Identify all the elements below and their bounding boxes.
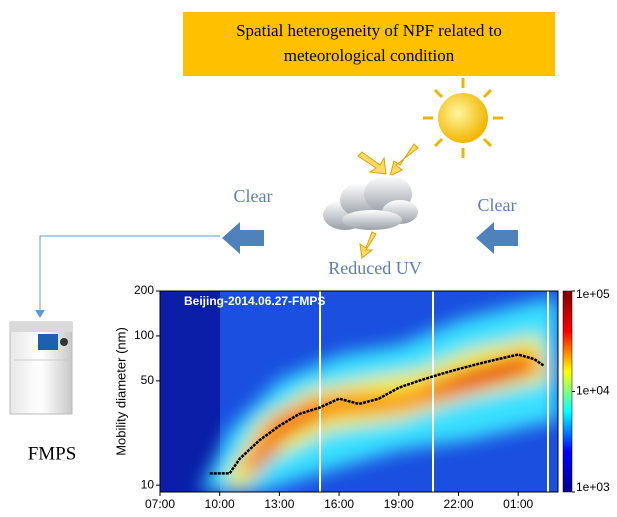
heatmap xyxy=(160,291,558,492)
colorbar-tick-label: 1e+03 xyxy=(576,480,610,494)
x-tick-label: 22:00 xyxy=(443,497,473,511)
colorbar xyxy=(562,290,573,493)
plot-frame xyxy=(159,290,559,493)
y-tick-label: 100 xyxy=(134,328,154,342)
x-tick-label: 07:00 xyxy=(145,497,175,511)
x-tick-label: 10:00 xyxy=(205,497,235,511)
x-tick-label: 19:00 xyxy=(384,497,414,511)
x-tick-label: 01:00 xyxy=(503,497,533,511)
y-tick-label: 200 xyxy=(134,283,154,297)
clear-label: Clear xyxy=(478,195,517,215)
arrow-left xyxy=(222,222,264,254)
clear-label: Clear xyxy=(234,186,273,206)
connector-head xyxy=(35,310,45,318)
arrow-left xyxy=(476,222,518,254)
chart-title: Beijing-2014.06.27-FMPS xyxy=(184,294,325,308)
title-line: meteorological condition xyxy=(284,46,455,65)
instrument-label: FMPS xyxy=(28,443,77,464)
x-tick-label: 13:00 xyxy=(264,497,294,511)
uv-arrows xyxy=(357,143,419,259)
x-tick-label: 16:00 xyxy=(324,497,354,511)
title-line: Spatial heterogeneity of NPF related to xyxy=(236,21,502,40)
y-tick-label: 10 xyxy=(141,477,155,491)
mode-diameter-line xyxy=(209,353,545,475)
title-box xyxy=(183,12,555,76)
sun-icon xyxy=(423,78,503,158)
y-axis-label: Mobility diameter (nm) xyxy=(113,327,128,456)
instrument-icon xyxy=(9,321,73,415)
y-tick-label: 50 xyxy=(141,373,155,387)
colorbar-tick-label: 1e+05 xyxy=(576,287,610,301)
reduced-uv-label: Reduced UV xyxy=(328,258,421,278)
connector xyxy=(39,235,220,312)
cloud-icon xyxy=(323,175,418,230)
colorbar-tick-label: 1e+04 xyxy=(576,384,610,398)
